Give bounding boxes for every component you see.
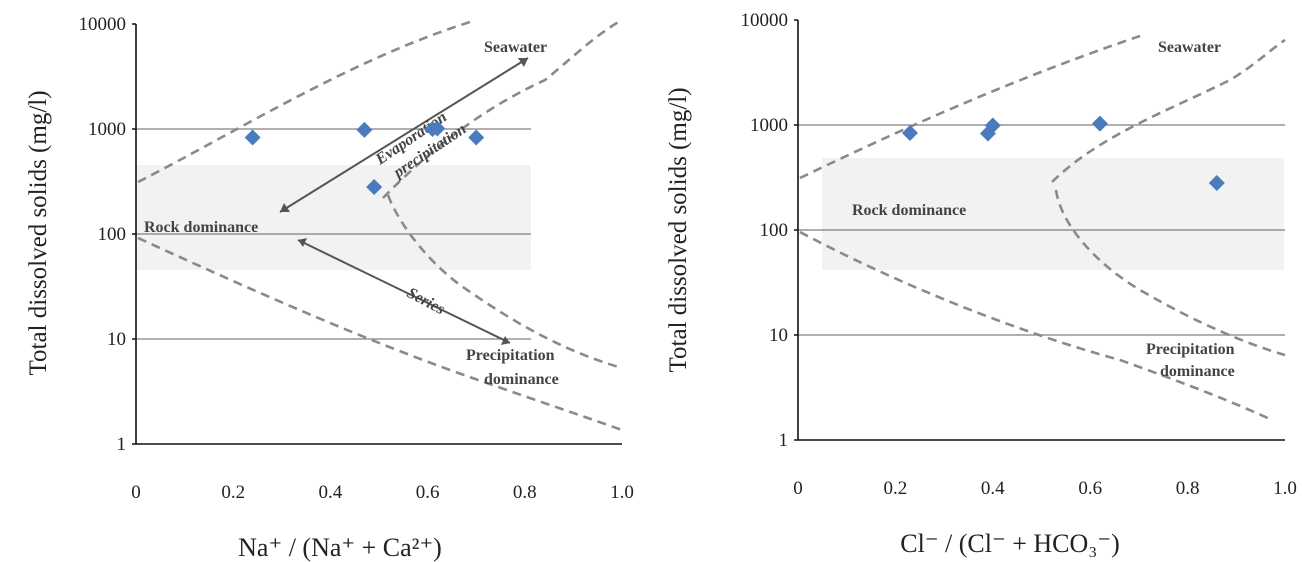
right-seawater-label: Seawater: [1158, 39, 1221, 56]
left-x-tick-label: 0.8: [513, 482, 537, 503]
right-data-point: [979, 125, 996, 142]
right-x-axis-label: Cl⁻ / (Cl⁻ + HCO₃⁻): [900, 529, 1119, 558]
right-data-point: [1091, 115, 1108, 132]
right-x-tick-label: 0.4: [981, 478, 1005, 499]
left-data-point: [356, 121, 373, 138]
right-data-point: [1208, 175, 1225, 192]
left-rock-dominance-label: Rock dominance: [144, 219, 258, 236]
left-y-tick-label: 1: [117, 434, 127, 455]
left-series-arrowhead-down: [501, 336, 510, 345]
left-evaporation-arrowhead-down: [280, 203, 290, 212]
left-data-point: [429, 120, 446, 137]
left-boundary-inner: [382, 18, 623, 199]
right-boundary-inner: [1051, 38, 1286, 183]
left-dominance-label: dominance: [484, 371, 559, 388]
left-x-axis-label: Na⁺ / (Na⁺ + Ca²⁺): [238, 533, 442, 562]
left-boundary-upper: [137, 20, 471, 184]
left-y-axis-label: Total dissolved solids (mg/l): [25, 90, 52, 375]
left-seawater-label: Seawater: [484, 39, 547, 56]
left-y-tick-label: 10000: [79, 14, 127, 35]
left-y-tick-label: 10: [107, 329, 126, 350]
right-boundary-upper: [799, 34, 1141, 180]
left-x-tick-label: 0: [131, 482, 141, 503]
right-rock-zone-shading: [822, 158, 1284, 270]
right-data-point: [984, 117, 1001, 134]
right-data-point: [902, 124, 919, 141]
left-series-arrow: [297, 239, 511, 344]
right-boundary-right: [1054, 189, 1286, 357]
right-dominance-label: dominance: [1160, 363, 1235, 380]
left-plot: 1 10 100 1000 10000 0 0.2 0.4 0.6 0.8 1.0 Seawate…: [25, 14, 634, 562]
left-rock-zone-shading: [136, 165, 531, 270]
right-y-tick-label: 1: [779, 430, 789, 451]
left-precipitation-label: Precipitation: [466, 347, 555, 364]
right-y-tick-label: 10: [769, 325, 788, 346]
right-x-tick-label: 0.8: [1176, 478, 1200, 499]
right-x-tick-label: 0: [793, 478, 803, 499]
left-y-tick-label: 1000: [88, 119, 126, 140]
right-precipitation-label: Precipitation: [1146, 341, 1235, 358]
right-x-tick-label: 0.2: [884, 478, 908, 499]
left-data-point: [244, 129, 261, 146]
left-boundary-right: [386, 194, 623, 370]
left-y-tick-label: 100: [98, 224, 127, 245]
right-x-tick-label: 0.6: [1078, 478, 1102, 499]
right-y-tick-label: 10000: [741, 10, 789, 31]
left-series-label: Series: [404, 285, 447, 319]
left-x-tick-label: 1.0: [610, 482, 634, 503]
left-x-tick-label: 0.6: [416, 482, 440, 503]
right-x-tick-label: 1.0: [1273, 478, 1297, 499]
right-boundary-lower: [799, 230, 1273, 422]
left-series-arrowhead-up: [298, 238, 307, 247]
right-y-axis-label: Total dissolved solids (mg/l): [665, 87, 692, 372]
left-data-point: [366, 179, 383, 196]
left-evaporation-arrow: [279, 57, 529, 213]
left-x-tick-label: 0.2: [221, 482, 245, 503]
left-evaporation-arrowhead-up: [518, 58, 528, 67]
left-data-point: [468, 129, 485, 146]
left-x-tick-label: 0.4: [319, 482, 343, 503]
right-y-tick-label: 1000: [750, 115, 788, 136]
right-plot: 1 10 100 1000 10000 0 0.2 0.4 0.6 0.8 1.0 Seawate…: [665, 10, 1297, 558]
right-y-tick-label: 100: [760, 220, 789, 241]
right-rock-dominance-label: Rock dominance: [852, 202, 966, 219]
